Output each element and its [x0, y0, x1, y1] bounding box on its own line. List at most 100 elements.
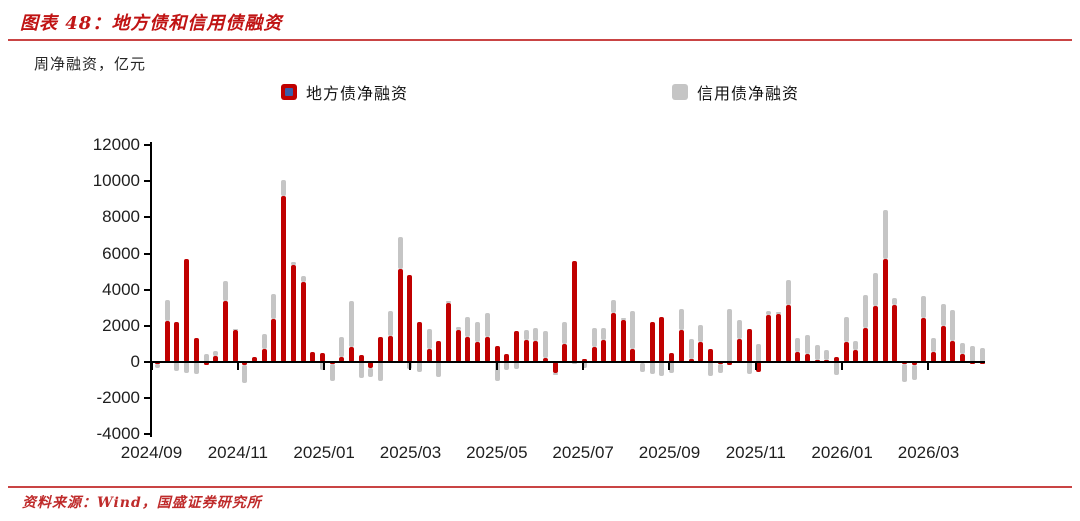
- bar-segment-local: [455, 330, 461, 362]
- bar-segment-local: [843, 342, 849, 362]
- x-tick-label: 2025/07: [552, 443, 614, 462]
- y-tick-label: 0: [130, 352, 140, 371]
- bar-segment-local: [620, 320, 626, 362]
- bar-segment-local: [688, 359, 694, 362]
- bar-segment-local: [882, 258, 888, 362]
- bar-segment-local: [921, 317, 927, 362]
- x-axis-zero-line: [150, 361, 985, 363]
- bar-segment-credit: [669, 362, 675, 373]
- bar-segment-credit: [455, 326, 461, 331]
- bar-segment-local: [184, 258, 190, 362]
- bar-segment-local: [213, 355, 219, 362]
- legend-marker-red-icon: [281, 84, 297, 100]
- bar-segment-credit: [358, 362, 364, 379]
- bar-segment-credit: [969, 345, 975, 362]
- bar-segment-local: [698, 341, 704, 362]
- bar-segment-local: [504, 354, 510, 362]
- bar-segment-local: [872, 305, 878, 362]
- bar-segment-local: [707, 349, 713, 362]
- bar-segment-local: [164, 321, 170, 362]
- bar-segment-local: [552, 362, 558, 374]
- bar-segment-local: [261, 349, 267, 362]
- bar-segment-local: [232, 330, 238, 362]
- bar-segment-local: [960, 354, 966, 362]
- bar-segment-local: [319, 353, 325, 362]
- y-axis-tick: [144, 361, 150, 363]
- bar-segment-local: [339, 357, 345, 362]
- bar-segment-credit: [931, 337, 936, 353]
- bar-segment-credit: [368, 368, 374, 377]
- bar-segment-credit: [620, 317, 626, 321]
- legend-label: 地方债净融资: [306, 84, 409, 103]
- y-axis-tick: [144, 397, 150, 400]
- bar-segment-credit: [901, 363, 907, 382]
- bar-segment-credit: [494, 362, 500, 381]
- bar-segment-local: [475, 342, 481, 362]
- bar-segment-credit: [562, 322, 568, 344]
- bar-segment-credit: [979, 347, 985, 362]
- bar-segment-credit: [242, 364, 248, 383]
- bar-segment-local: [649, 322, 655, 362]
- bar-segment-credit: [785, 279, 791, 306]
- x-axis-tick: [409, 362, 412, 370]
- y-tick-label: 8000: [102, 207, 140, 227]
- bar-segment-credit: [504, 362, 510, 370]
- bar-segment-credit: [329, 363, 335, 381]
- data-source-note: 资料来源：Wind，国盛证券研究所: [22, 495, 262, 511]
- x-axis-tick: [495, 362, 498, 370]
- x-axis-tick: [323, 362, 326, 370]
- bar-segment-local: [931, 352, 936, 362]
- bar-segment-credit: [213, 351, 219, 356]
- bar-segment-credit: [824, 350, 830, 361]
- bar-segment-local: [484, 336, 490, 362]
- bar-segment-local: [523, 339, 529, 362]
- x-tick-label: 2024/11: [207, 443, 268, 462]
- bar-segment-local: [814, 359, 820, 362]
- bar-segment-local: [387, 335, 393, 362]
- legend-marker-gray-icon: [672, 84, 688, 100]
- bar-segment-credit: [737, 319, 742, 340]
- bar-segment-local: [766, 314, 772, 362]
- y-tick-label: -4000: [96, 424, 140, 444]
- bar-segment-credit: [436, 362, 442, 377]
- bar-segment-credit: [523, 329, 529, 340]
- bar-segment-local: [310, 352, 316, 362]
- bar-segment-credit: [843, 316, 849, 343]
- bar-segment-local: [834, 356, 839, 362]
- y-axis-tick: [144, 288, 150, 291]
- bar-segment-credit: [775, 312, 781, 315]
- bar-segment-local: [853, 349, 859, 362]
- y-axis-tick: [144, 252, 150, 255]
- bar-segment-credit: [640, 363, 645, 372]
- bar-segment-credit: [261, 333, 267, 350]
- bar-segment-credit: [387, 311, 393, 336]
- bar-segment-credit: [378, 362, 384, 381]
- bar-segment-local: [252, 356, 257, 362]
- bar-segment-credit: [746, 362, 752, 374]
- bar-segment-local: [911, 362, 917, 365]
- bar-segment-credit: [950, 310, 956, 342]
- bar-segment-local: [368, 362, 374, 369]
- bar-segment-local: [630, 348, 636, 362]
- y-tick-label: 4000: [102, 279, 140, 299]
- bar-segment-credit: [601, 328, 607, 340]
- bar-segment-local: [950, 341, 956, 362]
- y-tick-label: 2000: [102, 315, 140, 335]
- bar-segment-local: [533, 341, 539, 362]
- y-axis-tick: [144, 433, 150, 436]
- bar-segment-credit: [184, 362, 190, 373]
- bar-segment-credit: [756, 343, 762, 362]
- x-axis-tick: [582, 362, 585, 370]
- bar-segment-credit: [533, 328, 539, 342]
- y-tick-label: 6000: [102, 243, 140, 263]
- bar-segment-local: [804, 353, 810, 362]
- x-axis-tick: [236, 362, 239, 370]
- bar-segment-local: [775, 314, 781, 362]
- bar-segment-credit: [892, 297, 898, 306]
- y-axis-line: [150, 142, 152, 437]
- bar-segment-credit: [581, 362, 587, 368]
- bar-segment-credit: [446, 301, 451, 304]
- bar-segment-local: [281, 195, 287, 362]
- bar-segment-credit: [290, 261, 296, 266]
- bar-segment-credit: [717, 363, 723, 373]
